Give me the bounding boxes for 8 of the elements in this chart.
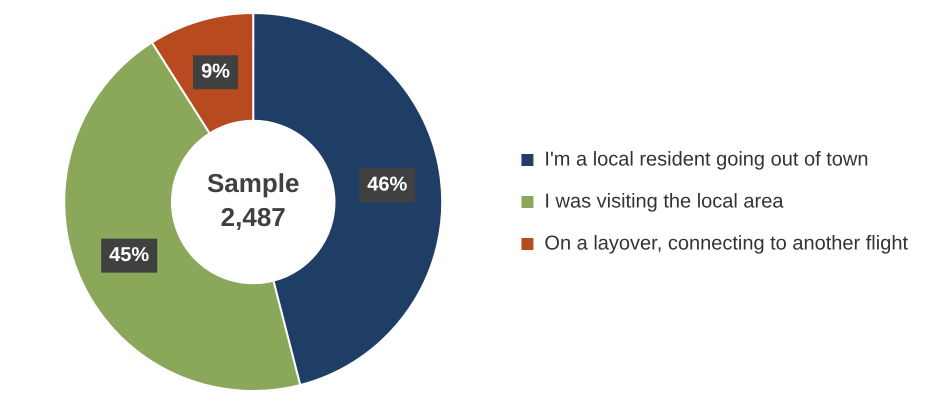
data-label: 9% <box>201 60 230 83</box>
legend-label: I'm a local resident going out of town <box>544 148 868 171</box>
text: Sample <box>206 168 300 198</box>
data-label: 45% <box>109 244 150 266</box>
text: 2,487 <box>220 202 286 232</box>
data-label: 46% <box>367 174 408 196</box>
legend-label: On a layover, connecting to another flight <box>544 232 908 255</box>
legend-label: I was visiting the local area <box>544 190 784 213</box>
